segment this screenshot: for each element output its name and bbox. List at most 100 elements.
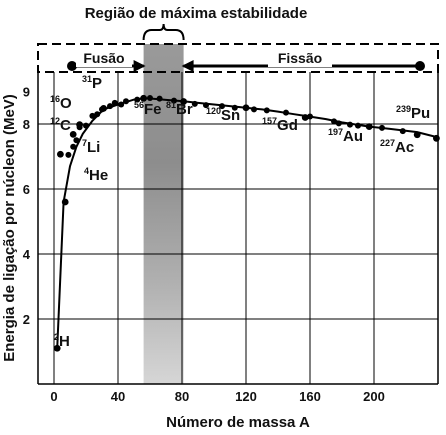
nuclide-label-li: 7Li [82,138,100,156]
nuclide-mass-number: 197 [328,127,343,137]
nuclide-mass-number: 12 [50,116,60,126]
nuclide-mass-number: 227 [380,138,395,148]
x-tick-label-80: 80 [175,389,189,404]
x-tick-label-40: 40 [111,389,125,404]
scatter-point [399,128,406,135]
nuclide-symbol: C [60,117,71,134]
nuclide-label-p: 31P [82,74,102,92]
nuclide-point-li [61,198,69,206]
scatter-point [251,106,257,113]
nuclide-label-he: 4He [84,166,108,184]
nuclide-symbol: Sn [221,107,240,124]
y-tick-label-2: 2 [23,312,30,327]
nuclide-symbol: Pu [411,105,430,122]
scatter-point [94,111,101,118]
nuclide-mass-number: 239 [396,104,411,114]
scatter-point [219,103,225,110]
nuclide-mass-number: 4 [84,166,89,176]
scatter-point [379,124,385,131]
scatter-point [331,118,337,125]
nuclide-label-gd: 157Gd [262,116,298,134]
stability-band-group [143,44,184,384]
nuclide-point-gd [301,114,309,121]
data-group [53,94,440,352]
nuclide-symbol: Au [343,128,363,145]
nuclide-mass-number: 2 [54,332,59,342]
x-tick-label-120: 120 [235,389,257,404]
nuclide-mass-number: 31 [82,74,92,84]
fission-label-bg [268,50,332,67]
nuclide-symbol: Li [87,139,100,156]
scatter-point [111,99,118,106]
y-tick-label-6: 6 [23,182,30,197]
fission-label: Fissão [278,50,322,66]
scatter-point [70,143,77,150]
nuclide-point-fe [140,94,148,102]
stability-brace [142,23,185,41]
x-axis-label: Número de massa A [166,414,310,431]
y-tick-label-9: 9 [23,85,30,100]
nuclide-label-ac: 227Ac [380,138,414,156]
y-axis-label: Energia de ligação por núcleon (MeV) [1,94,18,362]
nuclide-label-sn: 120Sn [206,106,240,124]
scatter-point [355,122,361,129]
scatter-point [107,103,113,110]
fusion-start-dot [67,61,77,71]
nuclide-mass-number: 157 [262,116,277,126]
nuclide-point-c [69,131,77,138]
scatter-point [231,104,238,111]
scatter-point [283,109,289,116]
x-tick-label-0: 0 [50,389,57,404]
x-tick-label-160: 160 [299,389,321,404]
nuclide-label-o: 16O [50,94,72,112]
nuclide-point-he [57,150,64,158]
scatter-point [83,122,89,129]
scatter-point [335,120,342,127]
nuclide-label-c: 12C [50,116,71,134]
scatter-point [156,95,163,102]
nuclide-mass-number: 56 [134,100,144,110]
fusion-label-bg [76,50,132,67]
scatter-point [147,95,153,101]
nuclide-label-br: 81Br [166,100,193,118]
nuclide-mass-number: 7 [82,138,87,148]
nuclide-symbol: O [60,95,72,112]
scatter-point [191,100,198,107]
nuclide-point-p [100,105,107,112]
nuclide-symbol: Gd [277,117,298,134]
nuclide-symbol: He [89,167,108,184]
nuclide-point-sn [242,104,250,112]
binding-energy-curve [56,97,437,349]
scatter-point [65,151,72,158]
chart-title: Região de máxima estabilidade [85,5,308,22]
nuclide-point-pu [433,134,440,142]
fusion-label: Fusão [83,50,124,66]
fission-end-dot [415,61,425,71]
fission-arrowhead [181,60,194,72]
scatter-point [89,112,96,119]
scatter-point [73,137,80,144]
nuclide-symbol: H [59,333,70,350]
scatter-point [203,102,209,109]
nuclide-symbol: Br [176,101,193,118]
region-dashed-box [37,43,439,73]
plot-frame-group [37,43,439,385]
nuclide-point-h [53,344,61,352]
y-tick-label-8: 8 [23,117,30,132]
nuclide-label-pu: 239Pu [396,104,430,122]
region-arrows-group: Fusão Fissão [67,23,425,72]
nuclide-point-o [76,121,83,129]
nuclide-symbol: Ac [395,139,414,156]
fusion-arrowhead [133,60,146,72]
stability-band [143,44,184,384]
scatter-point [123,98,129,105]
nuclide-mass-number: 16 [50,94,60,104]
scatter-point [263,107,270,114]
scatter-point [118,101,125,108]
nuclide-label-h: 2H [54,332,70,350]
nuclide-mass-number: 120 [206,106,221,116]
nuclide-label-fe: 56Fe [134,100,162,118]
nuclide-symbol: Fe [144,101,162,118]
